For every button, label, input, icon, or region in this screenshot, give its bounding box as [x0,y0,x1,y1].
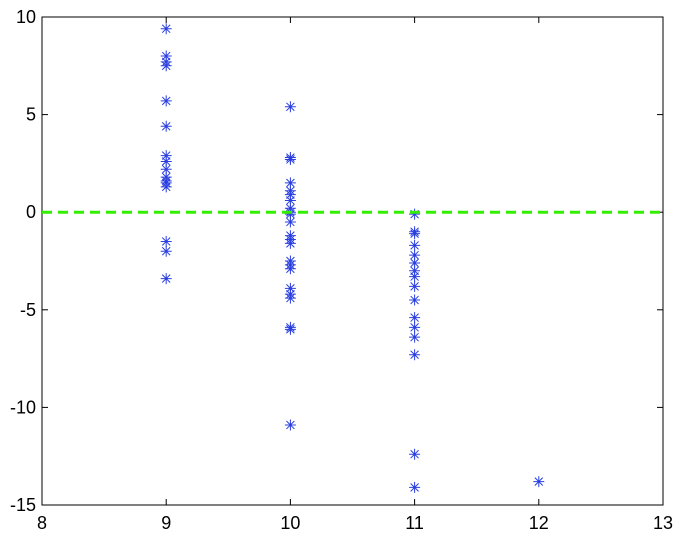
marker [160,163,172,175]
y-tick-label: 0 [26,202,36,222]
marker [409,265,421,277]
marker [160,273,172,285]
marker [284,177,296,189]
marker [409,349,421,361]
y-tick-label: -5 [20,300,36,320]
marker [409,239,421,251]
marker [160,95,172,107]
marker [284,216,296,228]
marker [284,292,296,304]
marker [409,257,421,269]
marker [160,155,172,167]
marker [284,237,296,249]
y-tick-label: 10 [16,7,36,27]
marker [409,294,421,306]
marker [160,235,172,247]
marker [284,419,296,431]
marker [160,150,172,162]
marker [284,101,296,113]
marker [409,280,421,292]
marker [284,189,296,201]
marker [409,481,421,493]
y-tick-label: 5 [26,105,36,125]
x-tick-label: 8 [37,513,47,532]
marker [284,323,296,335]
x-tick-label: 12 [529,513,549,532]
marker [409,249,421,261]
marker [160,23,172,35]
x-tick-label: 10 [280,513,300,532]
marker [409,321,421,333]
marker [409,312,421,324]
marker [284,282,296,294]
marker [409,448,421,460]
marker [533,476,545,488]
plot-area [41,16,664,506]
marker [160,120,172,132]
x-tick-label: 11 [405,513,424,532]
marker [160,181,172,193]
marker [160,245,172,257]
marker [160,60,172,72]
marker [160,50,172,62]
marker [409,271,421,283]
marker [409,208,421,220]
x-tick-label: 13 [653,513,673,532]
marker [284,208,296,220]
marker [409,228,421,240]
marker [284,194,296,206]
marker [284,263,296,275]
x-tick-label: 9 [161,513,171,532]
y-tick-label: -15 [10,495,36,515]
marker [284,153,296,165]
y-tick-label: -10 [10,397,36,417]
marker [409,331,421,343]
